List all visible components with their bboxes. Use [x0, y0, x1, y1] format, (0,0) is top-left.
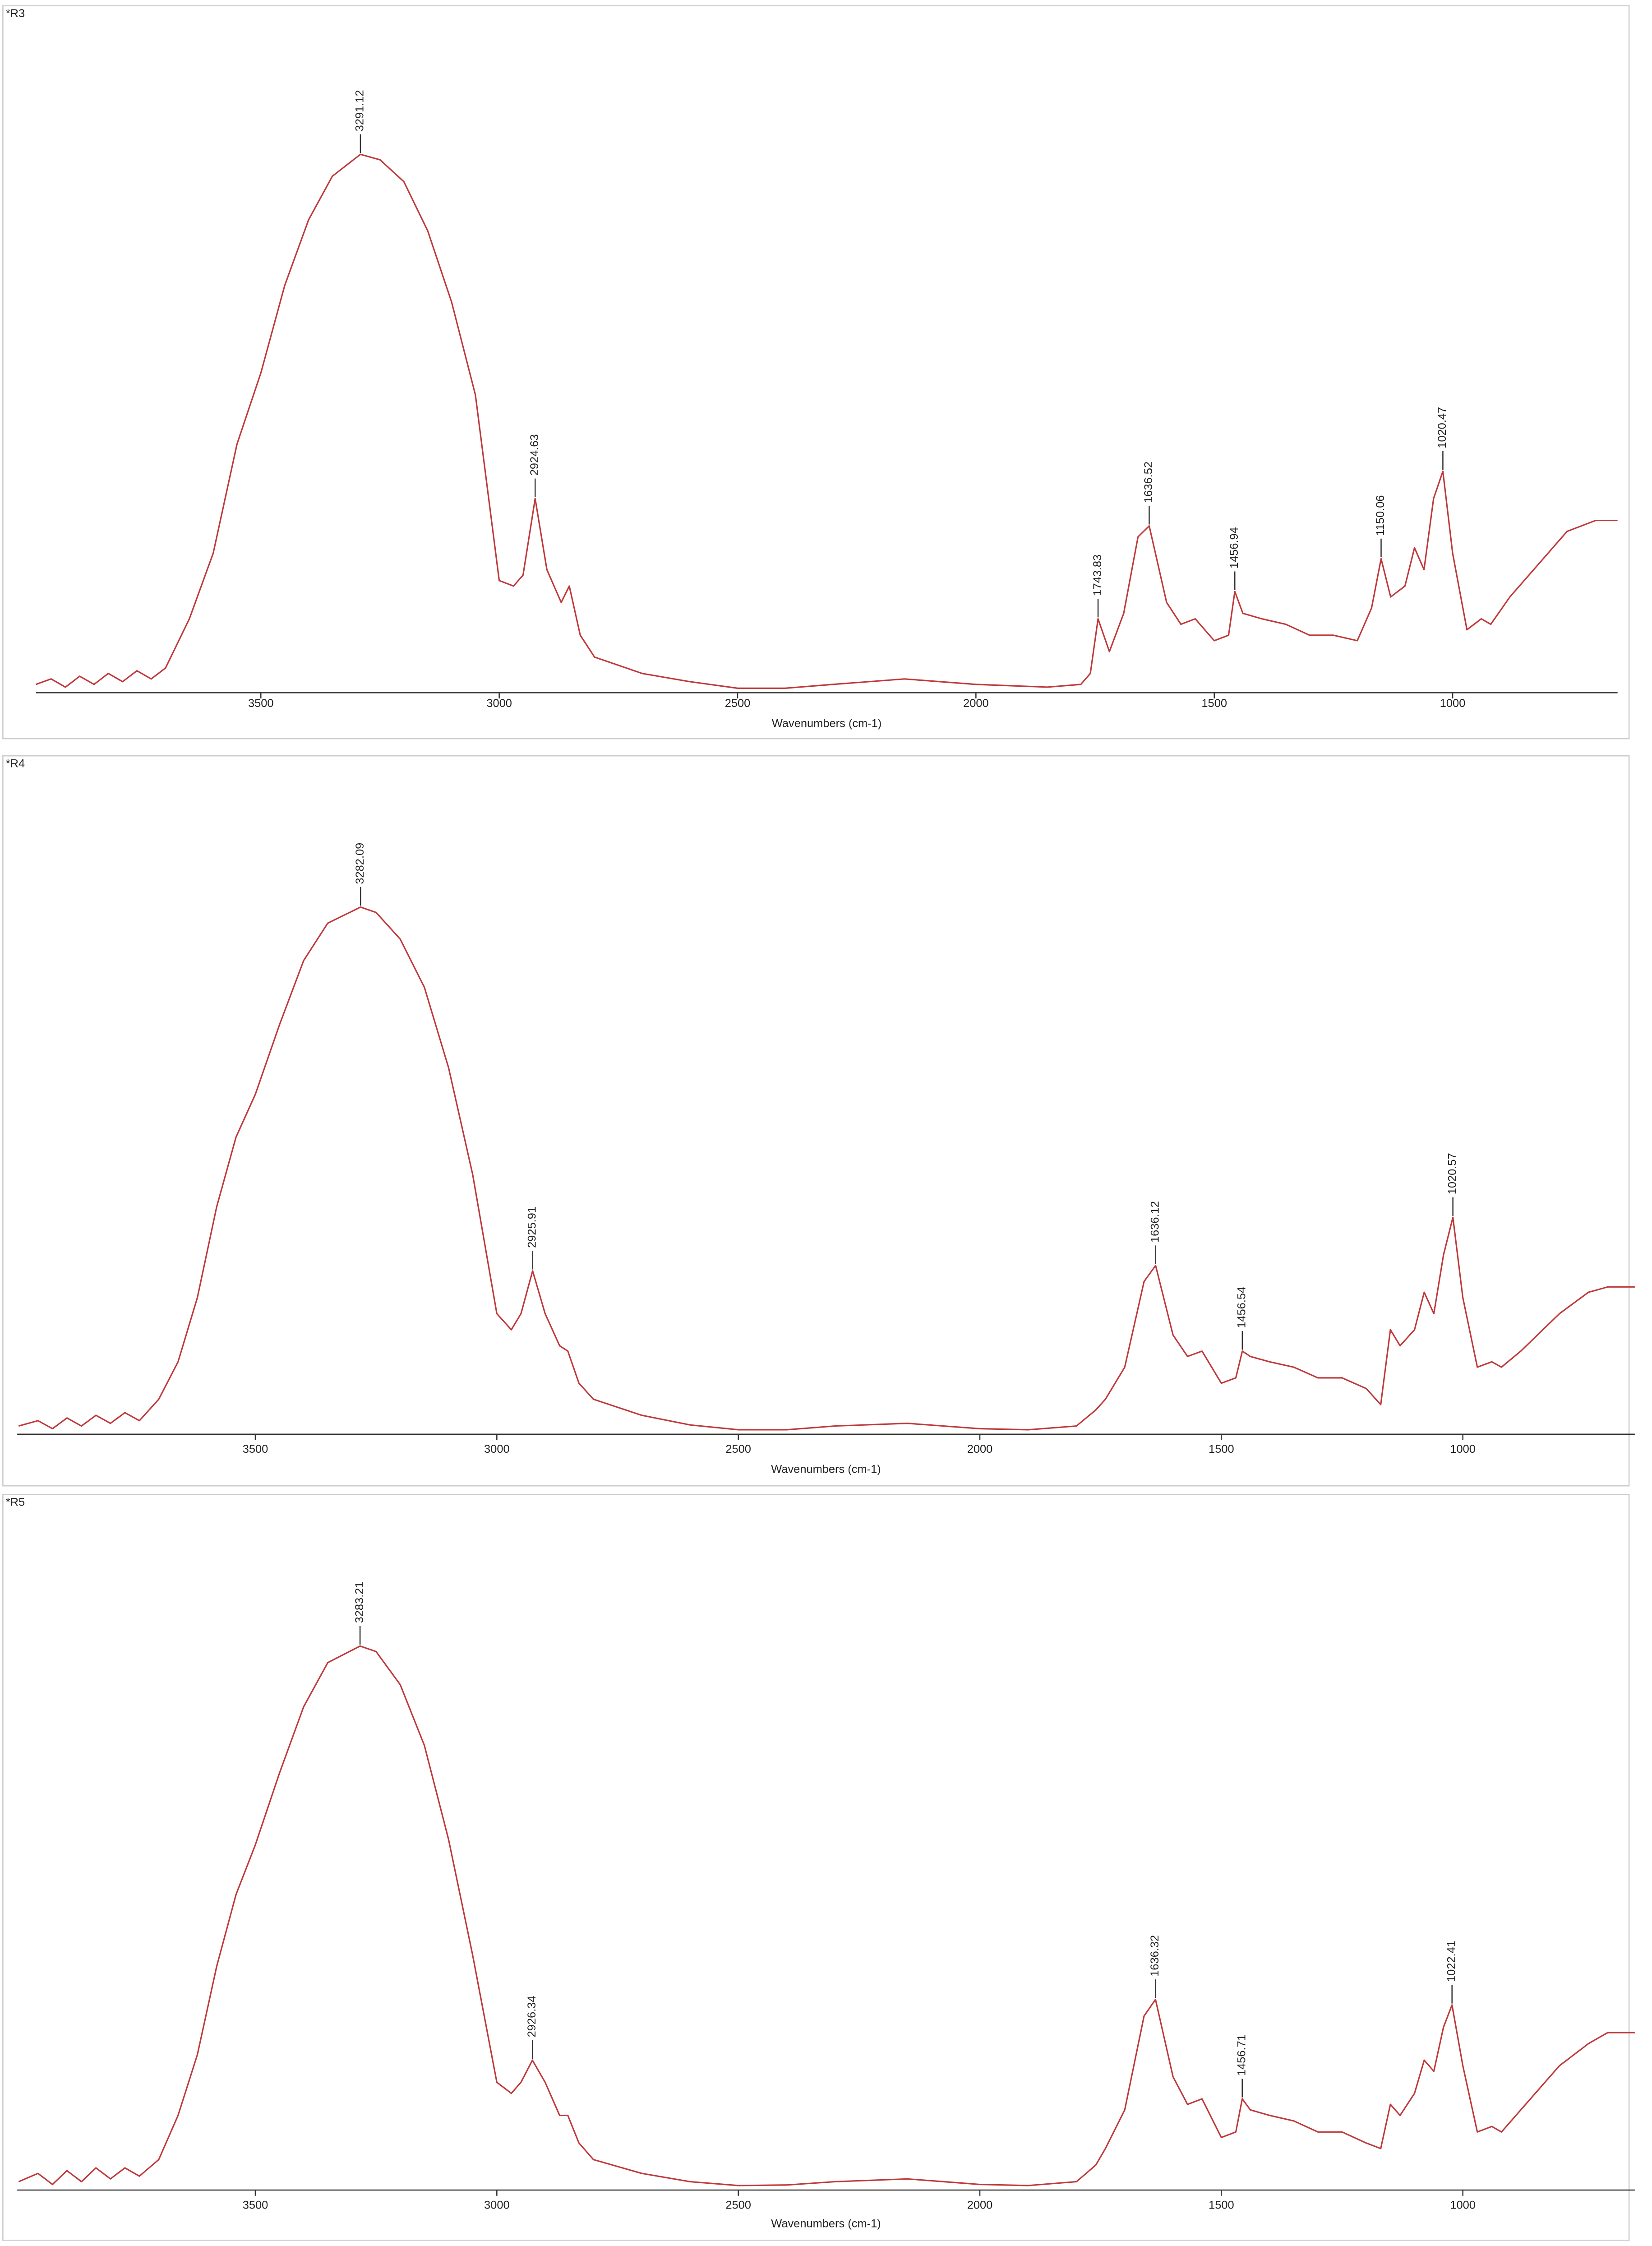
x-tick-label: 2500 [725, 697, 751, 710]
peak-label: 2926.34 [526, 1996, 538, 2037]
peak-label: 1456.71 [1235, 2034, 1248, 2076]
peak-label: 1150.06 [1374, 495, 1387, 536]
peak-label: 1456.94 [1228, 527, 1241, 568]
panel-frame [2, 5, 1630, 739]
peak-label: 3291.12 [354, 90, 366, 131]
panel-title: *R4 [6, 758, 25, 770]
panel-title: *R5 [6, 1496, 25, 1509]
x-tick-label: 3500 [243, 2199, 268, 2211]
x-tick-label: 1500 [1201, 697, 1227, 710]
peak-label: 1636.32 [1149, 1935, 1161, 1977]
spectrum-line [18, 906, 1635, 1431]
peak-label: 3282.09 [354, 843, 366, 884]
peak-label: 1636.12 [1149, 1201, 1161, 1243]
x-tick-label: 3000 [484, 2199, 510, 2211]
x-tick-label: 3500 [248, 697, 274, 710]
x-tick-label: 1000 [1450, 1443, 1476, 1456]
panel-title: *R3 [6, 7, 25, 20]
x-tick-label: 1500 [1209, 2199, 1234, 2211]
x-tick-label: 1500 [1209, 1443, 1234, 1456]
x-tick-label: 2000 [967, 1443, 993, 1456]
peak-label: 2925.91 [526, 1206, 538, 1248]
peak-label: 2924.63 [528, 434, 541, 476]
x-tick-label: 3000 [486, 697, 512, 710]
peak-label: 1743.83 [1091, 555, 1104, 596]
x-axis-label: Wavenumbers (cm-1) [772, 717, 881, 730]
peak-label: 1456.54 [1236, 1287, 1248, 1328]
spectrum-panel: *R5 3500 3000 2500 2000 1500 1000 Wavenumbers (… [2, 1494, 1635, 2241]
panel-frame [2, 1494, 1630, 2241]
x-tick-label: 2500 [725, 2199, 751, 2211]
x-tick-label: 1000 [1440, 697, 1466, 710]
peak-label: 1020.57 [1446, 1153, 1458, 1194]
x-tick-label: 2000 [963, 697, 989, 710]
x-tick-label: 2000 [967, 2199, 993, 2211]
x-tick-label: 3000 [484, 1443, 510, 1456]
peak-label: 3283.21 [353, 1582, 366, 1623]
panel-frame [2, 755, 1630, 1487]
x-axis-label: Wavenumbers (cm-1) [771, 1463, 881, 1476]
spectrum-line [18, 1645, 1635, 2186]
spectrum-panel: *R3 3500 3000 2500 2000 1500 1000 Wavenumbers (… [2, 5, 1630, 739]
x-tick-label: 3500 [243, 1443, 268, 1456]
x-tick-label: 1000 [1450, 2199, 1476, 2211]
peak-label: 1636.52 [1142, 462, 1155, 503]
spectrum-line [35, 153, 1618, 689]
peak-label: 1022.41 [1445, 1941, 1458, 1982]
peak-label: 1020.47 [1436, 407, 1449, 448]
x-tick-label: 2500 [725, 1443, 751, 1456]
spectrum-panel: *R4 3500 3000 2500 2000 1500 1000 Wavenumbers (… [2, 755, 1635, 1487]
x-axis-label: Wavenumbers (cm-1) [771, 2218, 881, 2230]
